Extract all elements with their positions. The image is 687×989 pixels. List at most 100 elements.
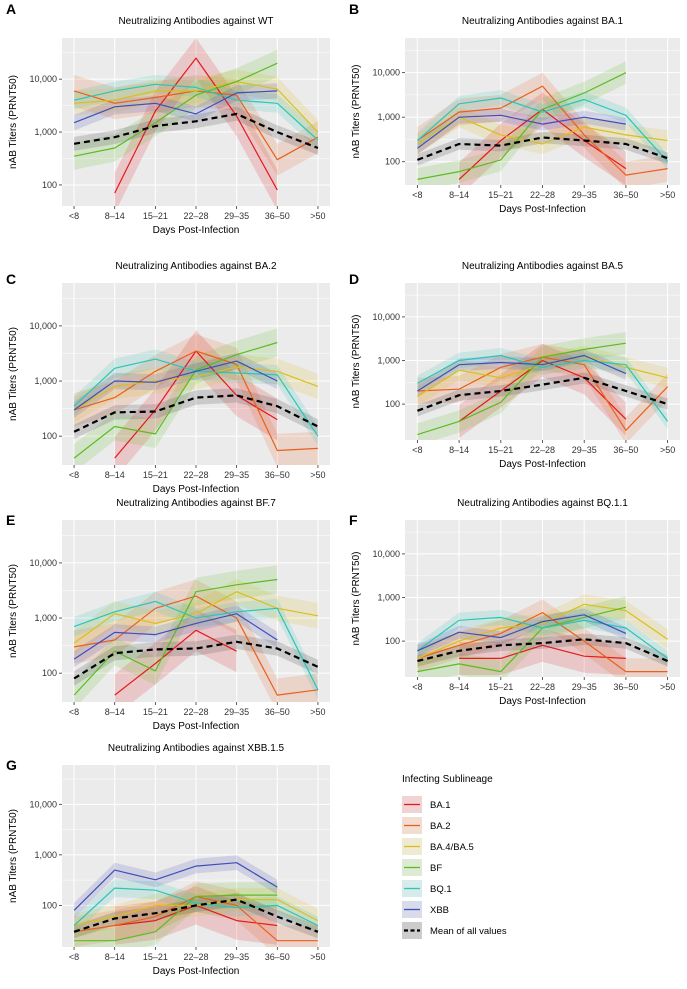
series-line-ba-2 bbox=[417, 85, 668, 176]
series-line-xbb bbox=[73, 862, 278, 911]
y-tick-label: 10,000 bbox=[29, 558, 57, 568]
series-line-bq-1 bbox=[417, 97, 669, 163]
x-axis-label: Days Post-Infection bbox=[153, 966, 240, 977]
panel-title: Neutralizing Antibodies against BQ.1.1 bbox=[457, 498, 628, 509]
y-tick-label: 100 bbox=[385, 636, 400, 646]
y-tick-label: 10,000 bbox=[29, 74, 57, 84]
panel-title: Neutralizing Antibodies against WT bbox=[118, 16, 273, 27]
x-axis-label: Days Post-Infection bbox=[499, 459, 586, 470]
x-tick-label: 8–14 bbox=[105, 211, 125, 221]
ribbon-mean-of-all-values bbox=[74, 893, 318, 939]
series-line-bq-1 bbox=[73, 887, 319, 927]
panel-letter: E bbox=[6, 512, 15, 528]
plot-area bbox=[73, 855, 319, 947]
ribbon-mean-of-all-values bbox=[74, 107, 318, 155]
series-line-ba-1 bbox=[114, 629, 237, 696]
series-line-bq-1 bbox=[417, 616, 668, 659]
x-tick-label: >50 bbox=[310, 470, 325, 480]
ribbon-mean-of-all-values bbox=[417, 633, 668, 667]
series-line-bq-1 bbox=[73, 600, 319, 691]
plot-area bbox=[417, 61, 669, 185]
x-tick-label: 22–28 bbox=[183, 211, 208, 221]
series-line-xbb bbox=[73, 613, 278, 660]
x-tick-label: <8 bbox=[69, 952, 79, 962]
legend: Infecting Sublineage BA.1 BA.2 BA.4/BA.5 BF B… bbox=[402, 774, 507, 939]
y-axis-label: nAB Titers (PRNT50) bbox=[351, 65, 362, 159]
panel-letter: B bbox=[349, 1, 359, 17]
plot-area bbox=[73, 328, 319, 465]
legend-item-bf: BF bbox=[402, 859, 442, 876]
y-tick-label: 10,000 bbox=[29, 321, 57, 331]
legend-label: BA.4/BA.5 bbox=[430, 842, 474, 853]
panel-letter: D bbox=[349, 271, 359, 287]
series-line-xbb bbox=[417, 114, 626, 149]
x-tick-label: 8–14 bbox=[105, 707, 125, 717]
x-tick-label: 36–50 bbox=[613, 682, 638, 692]
ribbon-ba-1 bbox=[114, 330, 278, 465]
y-axis-label: nAB Titers (PRNT50) bbox=[351, 315, 362, 409]
x-tick-label: >50 bbox=[310, 211, 325, 221]
series-line-bf bbox=[417, 606, 627, 673]
y-tick-label: 10,000 bbox=[372, 312, 400, 322]
y-tick-label: 1,000 bbox=[34, 850, 57, 860]
ribbon-bf bbox=[74, 328, 278, 465]
panel-b: B Neutralizing Antibodies against BA.1 100… bbox=[349, 1, 680, 215]
ribbon-bq-1 bbox=[417, 90, 668, 170]
ribbon-ba-1 bbox=[114, 886, 278, 945]
x-tick-label: 8–14 bbox=[105, 470, 125, 480]
series-line-ba-2 bbox=[73, 595, 318, 696]
series-line-mean-of-all-values bbox=[73, 898, 319, 933]
series-line-xbb bbox=[73, 360, 278, 411]
panel-title: Neutralizing Antibodies against BF.7 bbox=[116, 498, 276, 509]
ribbon-bq-1 bbox=[74, 75, 318, 150]
ribbon-xbb bbox=[74, 83, 278, 131]
ribbon-ba-1 bbox=[114, 38, 278, 206]
x-axis-label: Days Post-Infection bbox=[499, 204, 586, 215]
ribbon-ba-4-ba-5 bbox=[417, 106, 668, 155]
x-axis-label: Days Post-Infection bbox=[499, 696, 586, 707]
series-line-mean-of-all-values bbox=[417, 136, 668, 161]
panel-title: Neutralizing Antibodies against BA.1 bbox=[462, 16, 624, 27]
ribbon-bq-1 bbox=[417, 347, 668, 430]
legend-label: XBB bbox=[430, 905, 449, 916]
x-tick-label: 22–28 bbox=[183, 470, 208, 480]
x-tick-label: 22–28 bbox=[530, 682, 555, 692]
y-axis-label: nAB Titers (PRNT50) bbox=[8, 75, 19, 169]
legend-label: BA.1 bbox=[430, 800, 451, 811]
panel-letter: A bbox=[6, 1, 16, 17]
x-tick-label: 8–14 bbox=[449, 445, 469, 455]
y-tick-label: 1,000 bbox=[377, 112, 400, 122]
y-tick-label: 10,000 bbox=[29, 799, 57, 809]
x-tick-label: 22–28 bbox=[530, 190, 555, 200]
ribbon-ba-2 bbox=[417, 343, 668, 440]
series-line-ba-1 bbox=[459, 644, 626, 660]
x-tick-label: 15–21 bbox=[143, 211, 168, 221]
plot-area bbox=[417, 332, 669, 440]
plot-area bbox=[417, 594, 669, 677]
series-line-ba-4-ba-5 bbox=[74, 80, 319, 133]
ribbon-bf bbox=[74, 565, 278, 702]
x-tick-label: 29–35 bbox=[224, 470, 249, 480]
x-tick-label: >50 bbox=[310, 707, 325, 717]
x-tick-label: 22–28 bbox=[183, 952, 208, 962]
y-tick-label: 1,000 bbox=[34, 127, 57, 137]
series-line-ba-4-ba-5 bbox=[417, 603, 668, 659]
x-tick-label: 29–35 bbox=[224, 707, 249, 717]
y-axis-label: nAB Titers (PRNT50) bbox=[8, 564, 19, 658]
x-tick-label: 29–35 bbox=[572, 682, 597, 692]
plot-area bbox=[73, 38, 319, 206]
legend-label: BF bbox=[430, 863, 442, 874]
y-tick-label: 100 bbox=[42, 431, 57, 441]
x-tick-label: <8 bbox=[69, 707, 79, 717]
series-line-xbb bbox=[417, 354, 627, 392]
x-tick-label: 15–21 bbox=[488, 682, 513, 692]
y-tick-label: 100 bbox=[385, 399, 400, 409]
x-tick-label: 36–50 bbox=[265, 952, 290, 962]
ribbon-ba-2 bbox=[74, 579, 318, 702]
y-tick-label: 10,000 bbox=[372, 68, 400, 78]
y-axis-label: nAB Titers (PRNT50) bbox=[8, 327, 19, 421]
x-tick-label: 29–35 bbox=[572, 190, 597, 200]
panel-letter: C bbox=[6, 271, 16, 287]
ribbon-ba-1 bbox=[459, 628, 626, 675]
ribbon-mean-of-all-values bbox=[74, 634, 318, 686]
